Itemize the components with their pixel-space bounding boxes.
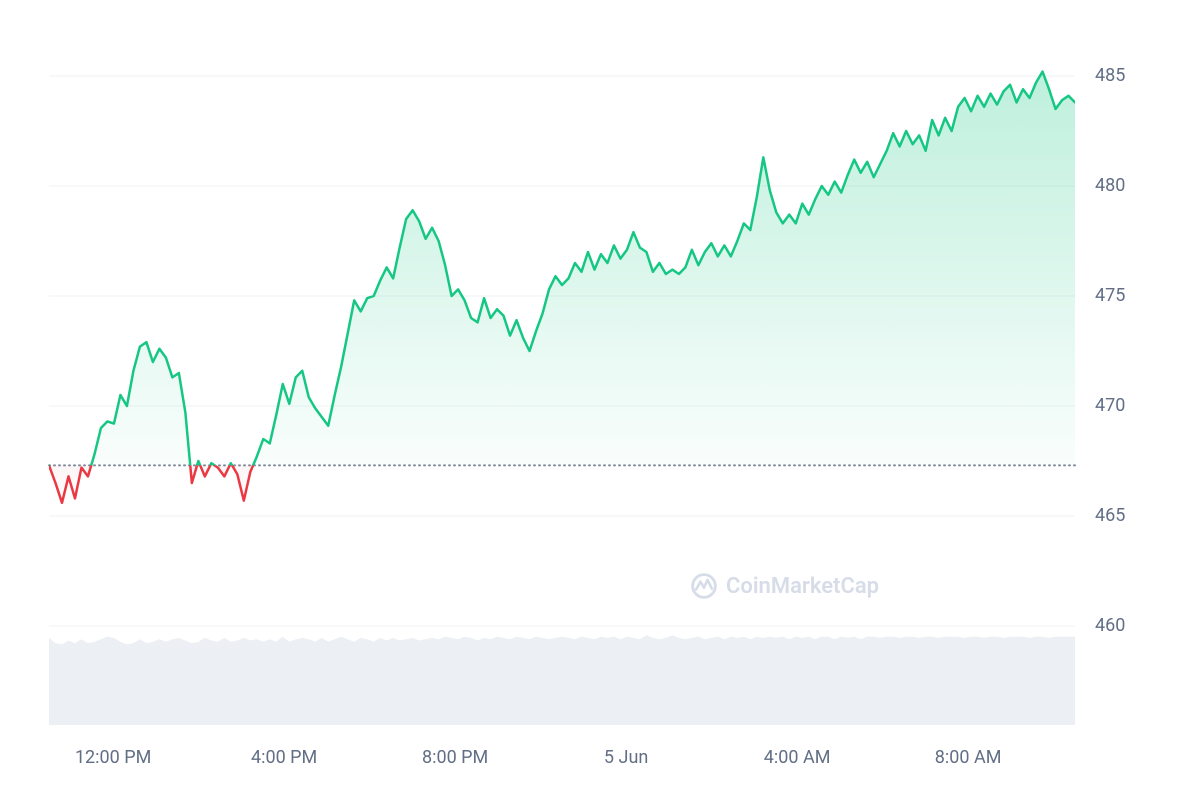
watermark-text: CoinMarketCap [726,574,879,599]
plot-area [49,10,1075,725]
x-tick-label: 4:00 PM [251,747,317,768]
coinmarketcap-logo-icon [690,572,718,600]
y-tick-label: 465 [1095,505,1125,526]
y-tick-label: 485 [1095,65,1125,86]
y-tick-label: 460 [1095,615,1125,636]
x-tick-label: 4:00 AM [764,747,831,768]
volume-area [49,635,1075,725]
watermark: CoinMarketCap [690,572,879,600]
y-tick-label: 470 [1095,395,1125,416]
x-tick-label: 8:00 PM [422,747,488,768]
area-up [49,72,1075,503]
x-tick-label: 5 Jun [604,747,648,768]
chart-svg [49,10,1075,725]
price-chart: CoinMarketCap 460 465 470 475 480 485 12:00 PM… [0,0,1200,800]
y-tick-label: 475 [1095,285,1125,306]
x-tick-label: 8:00 AM [935,747,1002,768]
y-tick-label: 480 [1095,175,1125,196]
x-tick-label: 12:00 PM [75,747,151,768]
